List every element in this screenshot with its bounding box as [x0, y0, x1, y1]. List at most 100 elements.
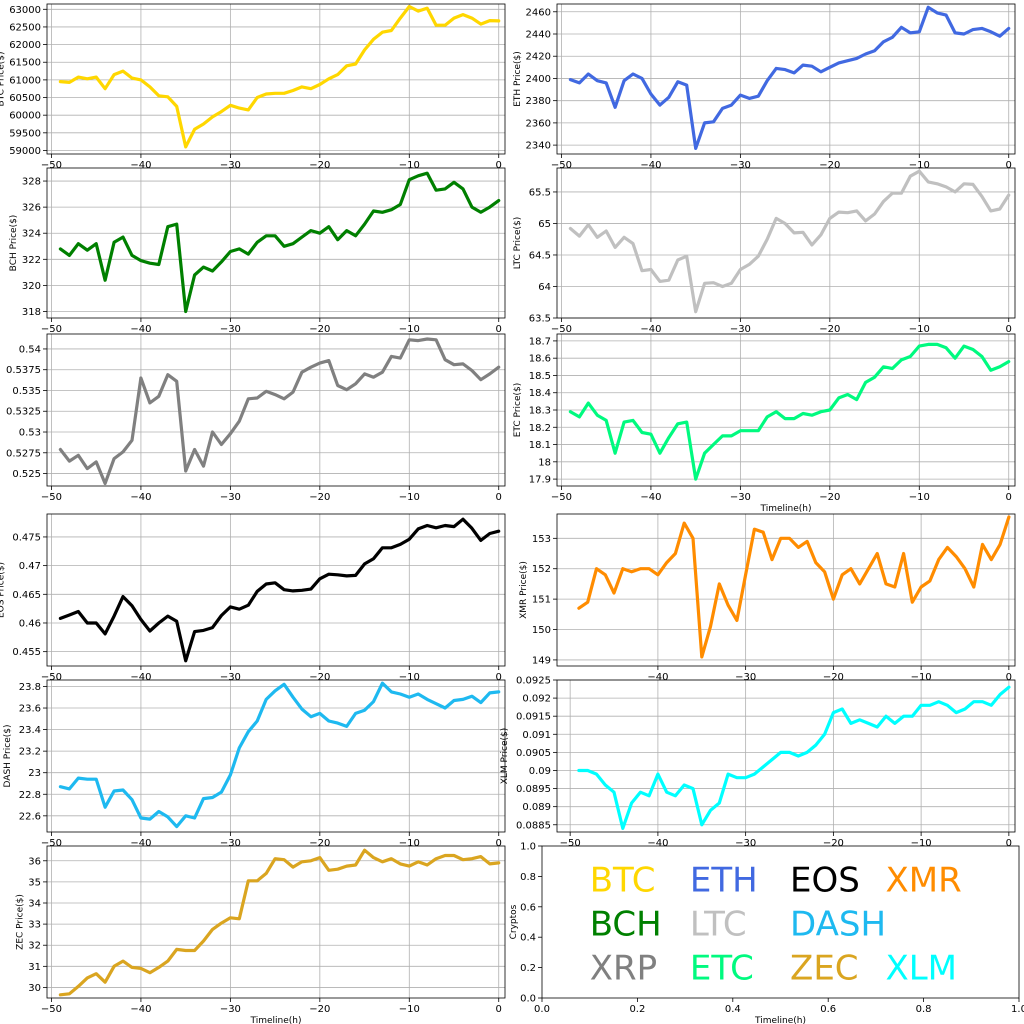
x-tick-label: 1.0	[1011, 1004, 1024, 1015]
legend-entry-zec: ZEC	[790, 949, 859, 989]
y-axis-label: XLM Price($)	[500, 728, 510, 785]
x-tick-label: −20	[309, 838, 330, 849]
y-tick-label: 0.089	[522, 802, 551, 813]
y-tick-label: 2400	[526, 74, 551, 85]
y-tick-label: 23	[28, 768, 41, 779]
x-axis-label: Timeline(h)	[250, 1016, 302, 1024]
y-tick-label: 18.4	[529, 388, 551, 399]
y-tick-label: 64.5	[529, 250, 551, 261]
subplot-dash: −50 −40 −30 −20 −10 0 22.6 22.8 23 23.2 23.4 23.6 23…	[3, 679, 506, 849]
y-axis-label: Cryptos	[509, 904, 519, 939]
x-tick-label: −20	[819, 160, 840, 171]
x-tick-label: −10	[399, 492, 420, 503]
x-tick-label: −30	[730, 324, 751, 335]
y-tick-label: 153	[532, 534, 551, 545]
y-tick-label: 324	[22, 229, 41, 240]
x-tick-label: −20	[309, 324, 330, 335]
axes-frame	[556, 333, 1016, 487]
x-tick-label: 0	[1006, 672, 1012, 683]
x-tick-label: 0.6	[820, 1004, 836, 1015]
y-tick-label: 0.535	[12, 386, 41, 397]
legend-entry-eth: ETH	[690, 860, 758, 900]
y-tick-label: 36	[28, 856, 41, 867]
x-tick-label: −40	[130, 672, 151, 683]
x-tick-label: 0	[1006, 838, 1012, 849]
x-tick-label: 0	[496, 492, 502, 503]
subplot-xmr: −40 −30 −20 −10 0 149 150 151 152 153 XMR Price($)	[519, 513, 1016, 683]
legend-entry-xmr: XMR	[885, 860, 961, 900]
y-tick-label: 0.5275	[6, 448, 41, 459]
x-tick-label: −50	[41, 1004, 62, 1015]
y-tick-label: 30	[28, 983, 41, 994]
x-tick-label: 0	[1006, 492, 1012, 503]
y-tick-label: 0.092	[522, 694, 551, 705]
y-tick-label: 60500	[9, 93, 41, 104]
y-tick-label: 60000	[9, 111, 41, 122]
y-tick-label: 18	[538, 457, 551, 468]
x-tick-label: −30	[730, 160, 751, 171]
y-tick-label: 22.8	[19, 790, 41, 801]
x-tick-label: −40	[130, 838, 151, 849]
axes-frame	[46, 333, 506, 487]
y-tick-label: 2460	[526, 7, 551, 18]
x-tick-label: −50	[551, 324, 572, 335]
axes-frame	[556, 167, 1016, 319]
x-tick-label: −30	[220, 672, 241, 683]
x-tick-label: −40	[640, 160, 661, 171]
y-tick-label: 61500	[9, 58, 41, 69]
y-tick-label: 23.8	[19, 682, 41, 693]
legend-entry-bch: BCH	[590, 905, 662, 945]
y-tick-label: 63000	[9, 5, 41, 16]
x-tick-label: 0.0	[534, 1004, 550, 1015]
x-tick-label: −50	[41, 672, 62, 683]
y-tick-label: 0.09	[529, 766, 551, 777]
x-tick-label: −30	[730, 492, 751, 503]
y-tick-label: 2440	[526, 30, 551, 41]
x-tick-label: −30	[220, 838, 241, 849]
x-tick-label: −20	[309, 160, 330, 171]
y-tick-label: 0.2	[520, 963, 536, 974]
x-tick-label: 0.2	[629, 1004, 645, 1015]
subplot-eth: −50 −40 −30 −20 −10 0 2340 2360 2380 2400 2420 2440…	[513, 3, 1016, 171]
x-tick-label: −40	[130, 1004, 151, 1015]
x-tick-label: −50	[41, 838, 62, 849]
x-tick-label: −40	[640, 324, 661, 335]
x-tick-label: −40	[647, 672, 668, 683]
y-tick-label: 0.4	[520, 933, 536, 944]
y-tick-label: 61000	[9, 75, 41, 86]
x-axis-label: Timeline(h)	[760, 504, 812, 514]
x-tick-label: −10	[399, 1004, 420, 1015]
y-tick-label: 0.475	[12, 532, 41, 543]
axes-frame	[556, 3, 1016, 155]
y-tick-label: 0.455	[12, 647, 41, 658]
subplot-ltc: −50 −40 −30 −20 −10 0 63.5 64 64.5 65 65.5 LTC Pric…	[513, 167, 1016, 335]
axes-frame	[556, 513, 1016, 667]
price-line	[577, 685, 1011, 831]
x-tick-label: −10	[909, 160, 930, 171]
y-tick-label: 152	[532, 564, 551, 575]
y-tick-label: 0.6	[520, 902, 536, 913]
subplot-etc: −50 −40 −30 −20 −10 0 17.9 18 18.1 18.2 18.3 18.4 18…	[513, 333, 1016, 514]
y-tick-label: 1.0	[520, 842, 536, 853]
x-tick-label: 0.4	[725, 1004, 741, 1015]
y-tick-label: 0.5325	[6, 407, 41, 418]
y-tick-label: 64	[538, 282, 551, 293]
y-tick-label: 23.6	[19, 704, 41, 715]
price-line	[58, 4, 501, 149]
x-tick-label: −30	[220, 324, 241, 335]
subplot-eos: −50 −40 −30 −20 −10 0 0.455 0.46 0.465 0.47 0.475 E…	[0, 513, 506, 683]
y-tick-label: 0.47	[19, 561, 41, 572]
legend-entry-etc: ETC	[690, 949, 754, 989]
x-tick-label: −40	[130, 324, 151, 335]
subplot-bch: −50 −40 −30 −20 −10 0 318 320 322 324 326 328 BCH Pr…	[9, 167, 506, 335]
y-tick-label: 17.9	[529, 475, 551, 486]
y-axis-label: BCH Price($)	[9, 215, 19, 272]
x-tick-label: −20	[309, 672, 330, 683]
price-line	[568, 342, 1011, 481]
y-tick-label: 65	[538, 219, 551, 230]
x-tick-label: −50	[41, 160, 62, 171]
axes-frame	[46, 167, 506, 319]
x-tick-label: −10	[909, 492, 930, 503]
y-tick-label: 328	[22, 177, 41, 188]
